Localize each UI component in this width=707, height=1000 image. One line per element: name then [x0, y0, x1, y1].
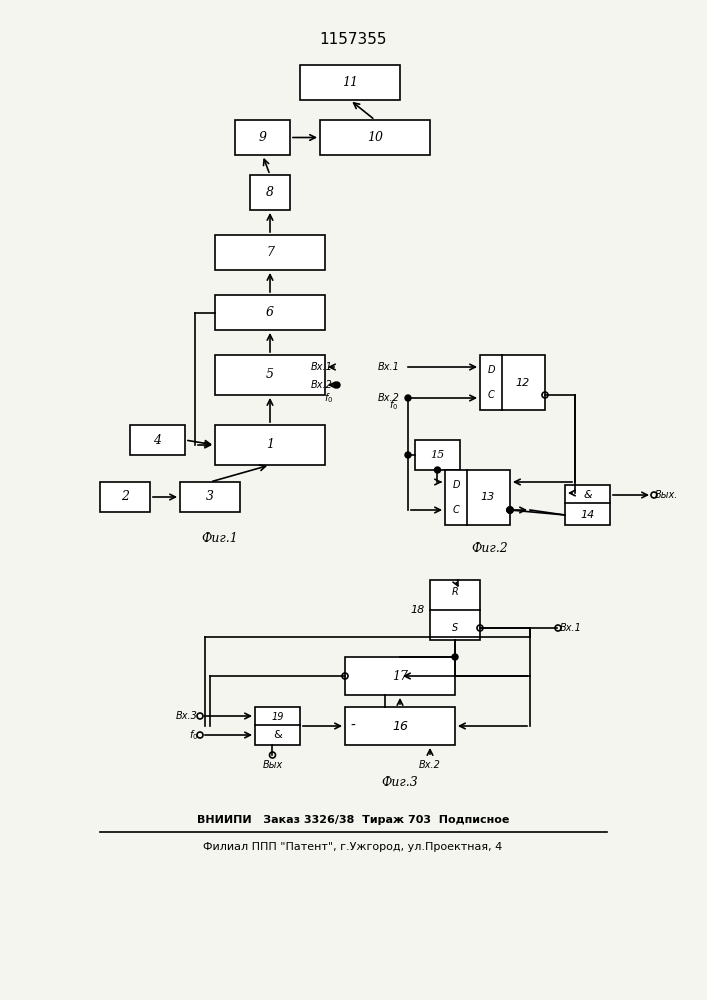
Text: $f_0$: $f_0$: [189, 728, 198, 742]
Text: Вых.: Вых.: [655, 490, 679, 500]
Text: 2: 2: [121, 490, 129, 504]
Text: 6: 6: [266, 306, 274, 319]
Text: 9: 9: [259, 131, 267, 144]
FancyBboxPatch shape: [565, 485, 610, 525]
Text: 13: 13: [481, 492, 495, 502]
Text: 5: 5: [266, 368, 274, 381]
Text: 18: 18: [411, 605, 425, 615]
Text: C: C: [452, 505, 460, 515]
FancyBboxPatch shape: [345, 657, 455, 695]
Text: 10: 10: [367, 131, 383, 144]
Text: $f_0$: $f_0$: [389, 398, 398, 412]
FancyBboxPatch shape: [250, 175, 290, 210]
Text: D: D: [487, 365, 495, 375]
FancyBboxPatch shape: [255, 707, 300, 745]
FancyBboxPatch shape: [445, 470, 510, 525]
FancyBboxPatch shape: [215, 235, 325, 270]
Text: 12: 12: [516, 377, 530, 387]
Text: Фиг.3: Фиг.3: [382, 776, 419, 788]
Text: -: -: [351, 719, 356, 733]
Text: 7: 7: [266, 246, 274, 259]
Text: 11: 11: [342, 76, 358, 89]
Circle shape: [452, 654, 458, 660]
Text: 1157355: 1157355: [320, 32, 387, 47]
FancyBboxPatch shape: [180, 482, 240, 512]
FancyBboxPatch shape: [480, 355, 545, 410]
Text: Вх.1: Вх.1: [311, 362, 333, 372]
Circle shape: [405, 452, 411, 458]
FancyBboxPatch shape: [215, 425, 325, 465]
Text: &: &: [583, 490, 592, 500]
Circle shape: [334, 382, 340, 388]
Text: 17: 17: [392, 670, 408, 682]
Text: &: &: [273, 730, 282, 740]
Circle shape: [405, 395, 411, 401]
Text: Вх.2: Вх.2: [311, 380, 333, 390]
Circle shape: [435, 467, 440, 473]
FancyBboxPatch shape: [345, 707, 455, 745]
Text: S: S: [452, 623, 458, 633]
Text: 1: 1: [266, 438, 274, 452]
Text: 16: 16: [392, 720, 408, 732]
FancyBboxPatch shape: [415, 440, 460, 470]
Text: Фиг.2: Фиг.2: [472, 542, 508, 554]
Text: Вх.3: Вх.3: [176, 711, 198, 721]
Text: Вх.2: Вх.2: [378, 393, 400, 403]
Text: $f_0$: $f_0$: [324, 391, 333, 405]
Text: 3: 3: [206, 490, 214, 504]
Text: C: C: [488, 390, 494, 400]
Text: Филиал ППП "Патент", г.Ужгород, ул.Проектная, 4: Филиал ППП "Патент", г.Ужгород, ул.Проек…: [204, 842, 503, 852]
Text: 4: 4: [153, 434, 161, 446]
Text: 14: 14: [580, 510, 595, 520]
Text: ВНИИПИ   Заказ 3326/38  Тираж 703  Подписное: ВНИИПИ Заказ 3326/38 Тираж 703 Подписное: [197, 815, 509, 825]
Text: Вых: Вых: [262, 760, 283, 770]
Text: Фиг.1: Фиг.1: [201, 532, 238, 544]
Text: 15: 15: [431, 450, 445, 460]
Text: 8: 8: [266, 186, 274, 199]
FancyBboxPatch shape: [130, 425, 185, 455]
Text: 19: 19: [271, 712, 284, 722]
FancyBboxPatch shape: [100, 482, 150, 512]
Text: Вх.1: Вх.1: [378, 362, 400, 372]
FancyBboxPatch shape: [300, 65, 400, 100]
FancyBboxPatch shape: [430, 580, 480, 640]
FancyBboxPatch shape: [215, 295, 325, 330]
Text: Вх.2: Вх.2: [419, 760, 441, 770]
FancyBboxPatch shape: [215, 355, 325, 395]
FancyBboxPatch shape: [320, 120, 430, 155]
Text: R: R: [452, 587, 458, 597]
Text: Вх.1: Вх.1: [560, 623, 582, 633]
Text: D: D: [452, 480, 460, 490]
Circle shape: [507, 507, 513, 513]
FancyBboxPatch shape: [235, 120, 290, 155]
